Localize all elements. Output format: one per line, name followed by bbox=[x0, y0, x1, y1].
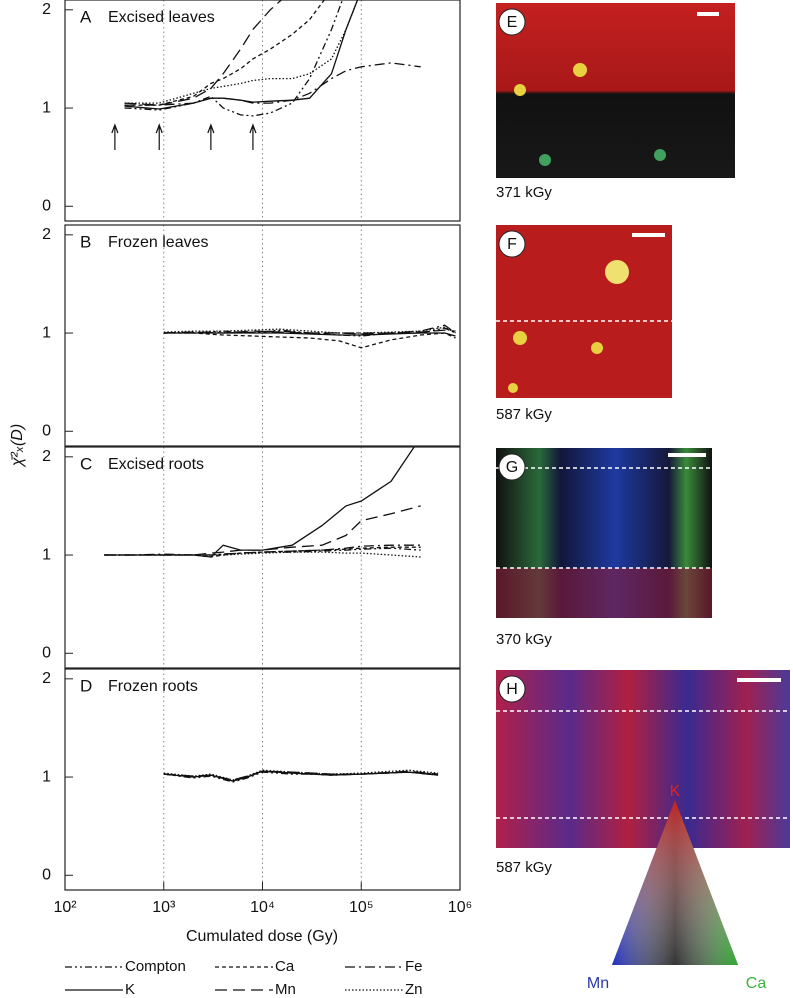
image-g-lower bbox=[496, 568, 712, 618]
legend-label: Mn bbox=[275, 981, 296, 998]
x-tick-label: 10² bbox=[53, 899, 77, 916]
y-tick-label: 0 bbox=[42, 197, 51, 214]
image-e bbox=[496, 3, 735, 178]
image-label: F bbox=[507, 236, 517, 253]
panel-label: B bbox=[80, 232, 91, 251]
cell bbox=[605, 260, 629, 284]
image-panels bbox=[496, 3, 790, 965]
panel-title: Excised roots bbox=[108, 456, 204, 473]
scale-bar bbox=[668, 453, 706, 457]
panel-title: Excised leaves bbox=[108, 9, 215, 26]
y-tick-label: 2 bbox=[42, 670, 51, 687]
series-line bbox=[124, 0, 359, 104]
scale-bar bbox=[697, 12, 719, 16]
cell bbox=[539, 154, 551, 166]
image-badge bbox=[498, 8, 526, 36]
y-tick-label: 1 bbox=[42, 324, 51, 341]
series-line bbox=[163, 329, 456, 335]
key-k: K bbox=[670, 783, 681, 800]
cell bbox=[514, 84, 526, 96]
key-ca: Ca bbox=[746, 975, 767, 992]
x-axis-label: Cumulated dose (Gy) bbox=[186, 928, 338, 945]
image-label: G bbox=[506, 459, 518, 476]
y-tick-label: 1 bbox=[42, 768, 51, 785]
plot-area bbox=[104, 447, 421, 558]
x-tick-label: 10⁶ bbox=[448, 899, 472, 916]
cell bbox=[508, 383, 518, 393]
panel-frame bbox=[64, 668, 461, 891]
panel-label: D bbox=[80, 676, 92, 695]
plot-area bbox=[163, 769, 439, 783]
image-badge bbox=[498, 675, 526, 703]
arrow bbox=[207, 123, 215, 150]
image-caption: 587 kGy bbox=[496, 406, 552, 423]
legend-label: Compton bbox=[125, 958, 186, 975]
panel-frame bbox=[64, 0, 461, 222]
panel-frame bbox=[64, 224, 461, 447]
y-tick-label: 0 bbox=[42, 644, 51, 661]
image-badge bbox=[498, 453, 526, 481]
image-badge bbox=[498, 230, 526, 258]
panel-label: A bbox=[80, 7, 92, 26]
series-line bbox=[104, 544, 421, 556]
cell bbox=[513, 331, 527, 345]
image-f bbox=[496, 225, 672, 398]
arrow bbox=[249, 123, 257, 150]
panel-label: C bbox=[80, 454, 92, 473]
series-line bbox=[124, 0, 359, 110]
y-tick-label: 1 bbox=[42, 546, 51, 563]
scale-bar bbox=[737, 678, 781, 682]
y-tick-label: 2 bbox=[42, 448, 51, 465]
y-tick-label: 2 bbox=[42, 226, 51, 243]
series-line bbox=[124, 0, 283, 106]
y-tick-label: 0 bbox=[42, 866, 51, 883]
series-line bbox=[124, 0, 326, 106]
legend-label: K bbox=[125, 981, 135, 998]
series-line bbox=[163, 332, 456, 349]
series-line bbox=[163, 770, 439, 782]
cell bbox=[654, 149, 666, 161]
image-label: E bbox=[507, 14, 518, 31]
cell bbox=[591, 342, 603, 354]
y-tick-label: 2 bbox=[42, 1, 51, 18]
y-tick-label: 0 bbox=[42, 422, 51, 439]
arrow bbox=[155, 123, 163, 150]
series-line bbox=[124, 62, 421, 106]
image-label: H bbox=[506, 681, 518, 698]
y-tick-label: 1 bbox=[42, 99, 51, 116]
legend-label: Ca bbox=[275, 958, 295, 975]
cell bbox=[573, 63, 587, 77]
x-tick-label: 10³ bbox=[152, 899, 176, 916]
image-caption: 587 kGy bbox=[496, 859, 552, 876]
scale-bar bbox=[632, 233, 665, 237]
panel-title: Frozen leaves bbox=[108, 234, 209, 251]
panel-title: Frozen roots bbox=[108, 678, 198, 695]
legend-label: Zn bbox=[405, 981, 423, 998]
image-caption: 370 kGy bbox=[496, 631, 552, 648]
legend-label: Fe bbox=[405, 958, 423, 975]
series-line bbox=[104, 551, 421, 558]
x-tick-label: 10⁴ bbox=[250, 899, 275, 916]
plot-area bbox=[163, 324, 456, 349]
x-tick-label: 10⁵ bbox=[349, 899, 373, 916]
arrow bbox=[111, 123, 119, 150]
plot-area bbox=[124, 0, 421, 117]
y-axis-label: χ̄²ₓ(D) bbox=[9, 424, 26, 468]
key-mn: Mn bbox=[587, 975, 609, 992]
image-caption: 371 kGy bbox=[496, 184, 552, 201]
image-h bbox=[496, 670, 790, 848]
color-triangle bbox=[612, 800, 738, 965]
panel-frame bbox=[64, 446, 461, 669]
series-line bbox=[163, 770, 439, 781]
